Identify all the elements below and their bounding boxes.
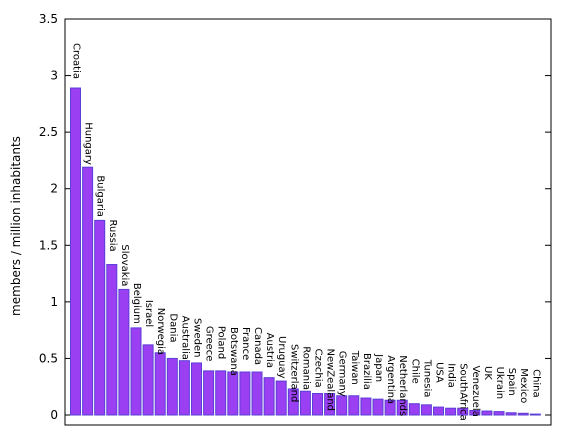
bar-sweden (191, 362, 202, 416)
bar-greece (203, 370, 215, 416)
plot-frame (64, 18, 552, 426)
bar-label: Australia (179, 316, 190, 360)
bar-label: Spain (506, 368, 517, 396)
bar-label: Mexico (518, 368, 529, 403)
bar-label: UK (482, 366, 493, 380)
bar-china (529, 413, 541, 416)
y-tick-label: 1.5 (39, 238, 58, 252)
bar-label: Tunesia (421, 359, 432, 398)
bar-france (239, 371, 251, 416)
bar-label: Norwegia (155, 308, 166, 355)
bar-india (445, 407, 457, 416)
bar-brazilia (360, 397, 372, 416)
bar-label: Brazilia (361, 353, 372, 390)
bar-dania (166, 357, 178, 416)
bar-label: Hungary (83, 122, 94, 165)
bar-uk (481, 410, 493, 416)
bar-switzerland (287, 388, 299, 416)
bar-slovakia (118, 288, 130, 416)
bar-label: Netherlands (397, 355, 408, 416)
bar-norwegia (154, 352, 166, 416)
bar-label: Switzerland (288, 344, 299, 402)
y-tick-label: 0 (50, 408, 58, 422)
bar-japan (372, 398, 384, 416)
bar-label: Chile (409, 359, 420, 384)
bar-label: Poland (216, 326, 227, 359)
bar-czechia (312, 393, 323, 416)
bar-russia (106, 264, 118, 416)
y-tick-label: 0.5 (39, 351, 58, 365)
bar-venezuela (469, 409, 481, 416)
bar-ukrain (493, 411, 505, 416)
bar-romania (299, 390, 311, 416)
bar-canada (251, 371, 263, 416)
bar-label: China (530, 369, 541, 398)
bar-label: SouthAfrica (458, 363, 469, 421)
y-axis: 0 0.5 1 1.5 2 2.5 3 3.5 (39, 12, 551, 422)
bar-label: USA (434, 362, 445, 383)
bar-label: India (446, 363, 457, 388)
bar-botswana (227, 371, 239, 416)
y-axis-title: members / million inhabitants (9, 136, 23, 316)
bar-label: Romania (300, 346, 311, 390)
bar-label: Ukrain (494, 367, 505, 399)
bar-label: France (240, 327, 251, 360)
bar-label: Belgium (131, 283, 142, 324)
bar-southafrica (457, 407, 469, 416)
bar-usa (433, 406, 444, 416)
bar-label: Canada (252, 327, 263, 365)
bar-label: Croatia (71, 43, 82, 79)
bar-taiwan (348, 395, 360, 416)
bar-belgium (130, 327, 142, 416)
bar-bulgaria (94, 219, 106, 416)
bar-netherlands (396, 399, 408, 416)
bar-croatia (70, 87, 81, 416)
bar-newzealand (324, 393, 336, 416)
bar-label: Sweden (192, 318, 203, 358)
bars (70, 87, 541, 416)
bar-label: Uruguay (276, 336, 287, 379)
y-tick-label: 1 (50, 295, 58, 309)
bar-label: Argentina (385, 355, 396, 404)
bar-label: Botswana (228, 327, 239, 376)
bar-israel (142, 344, 154, 416)
bar-australia (178, 360, 190, 416)
bar-label: Israel (143, 300, 154, 327)
bar-mexico (517, 412, 529, 416)
y-tick-label: 3 (50, 69, 58, 83)
bar-uruguay (275, 380, 287, 416)
bar-label: Greece (204, 326, 215, 362)
bar-label: Russia (107, 220, 118, 252)
bar-label: Austria (264, 333, 275, 368)
bar-spain (505, 412, 517, 416)
bar-tunesia (420, 404, 432, 416)
bar-label: Taiwan (349, 350, 360, 385)
bar-hungary (82, 166, 94, 416)
bar-label: Slovakia (119, 244, 130, 286)
bar-label: Germany (337, 351, 348, 397)
bar-labels: Croatia HungaryBulgariaRussiaSlovakiaBelg… (71, 43, 542, 421)
bar-austria (263, 377, 275, 416)
bar-label: NewZealand (325, 349, 336, 412)
bar-argentina (384, 399, 396, 416)
y-tick-label: 3.5 (39, 12, 58, 26)
bar-label: Bulgaria (95, 175, 106, 216)
y-tick-label: 2 (50, 182, 58, 196)
bar-label: Japan (373, 353, 384, 382)
bar-label: Czechia (313, 349, 324, 388)
bar-poland (215, 370, 227, 416)
bar-label: Venezuela (470, 365, 481, 416)
bar-germany (336, 395, 348, 416)
y-tick-label: 2.5 (39, 125, 58, 139)
bar-chile (408, 403, 420, 416)
bar-label: Dania (167, 313, 178, 342)
